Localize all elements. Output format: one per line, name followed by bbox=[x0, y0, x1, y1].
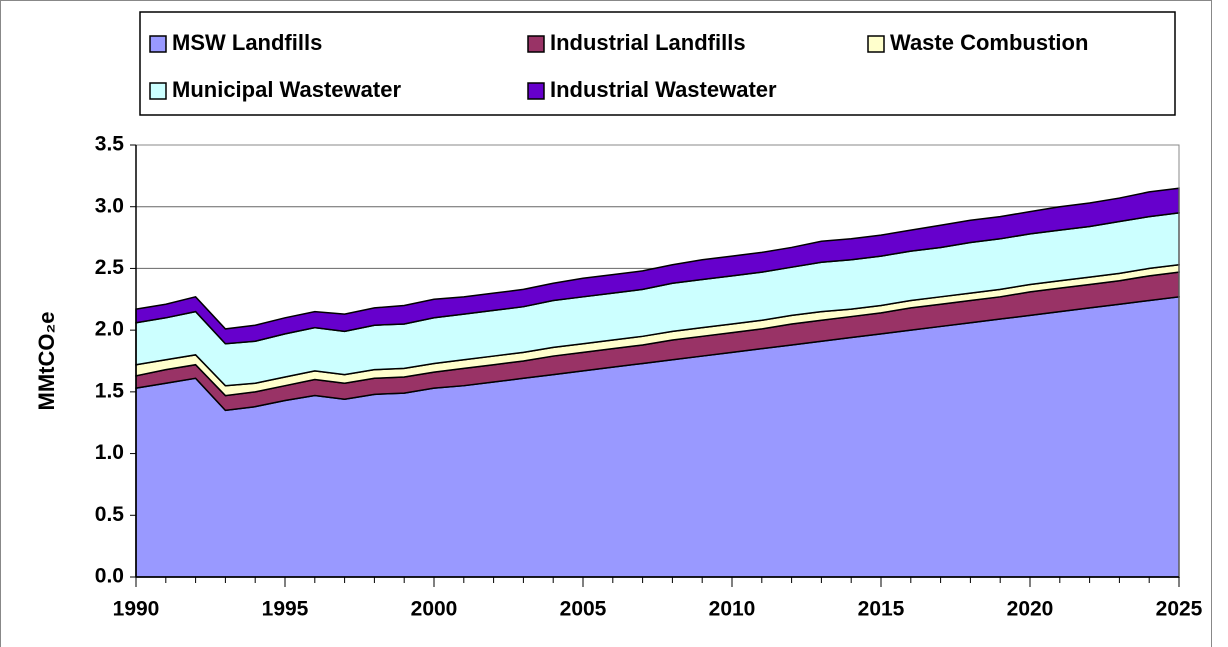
x-tick-label: 2025 bbox=[1156, 598, 1203, 621]
legend-swatch bbox=[527, 35, 545, 53]
x-tick-label: 2005 bbox=[560, 598, 607, 621]
y-axis-title: MMtCO₂e bbox=[34, 312, 59, 411]
x-tick-label: 2020 bbox=[1007, 598, 1054, 621]
y-tick-label: 1.5 bbox=[95, 379, 125, 402]
legend-label: Industrial Wastewater bbox=[550, 77, 777, 102]
legend-label: Municipal Wastewater bbox=[172, 77, 401, 102]
legend-swatch bbox=[149, 35, 167, 53]
x-tick-label: 2015 bbox=[858, 598, 905, 621]
x-tick-label: 1995 bbox=[262, 598, 309, 621]
legend-label: Waste Combustion bbox=[890, 30, 1088, 55]
legend-box bbox=[139, 11, 1176, 116]
y-tick-label: 3.5 bbox=[95, 133, 125, 156]
legend-label: Industrial Landfills bbox=[550, 30, 746, 55]
x-tick-label: 2010 bbox=[709, 598, 756, 621]
y-tick-label: 0.5 bbox=[95, 503, 125, 526]
legend-swatch bbox=[867, 35, 885, 53]
y-tick-label: 0.0 bbox=[95, 565, 124, 588]
y-tick-label: 1.0 bbox=[95, 441, 124, 464]
legend-swatch bbox=[149, 82, 167, 100]
y-tick-label: 2.0 bbox=[95, 318, 124, 341]
x-tick-label: 2000 bbox=[411, 598, 458, 621]
legend-swatch bbox=[527, 82, 545, 100]
y-tick-label: 2.5 bbox=[95, 256, 125, 279]
x-tick-label: 1990 bbox=[113, 598, 160, 621]
y-tick-label: 3.0 bbox=[95, 194, 124, 217]
legend-label: MSW Landfills bbox=[172, 30, 322, 55]
